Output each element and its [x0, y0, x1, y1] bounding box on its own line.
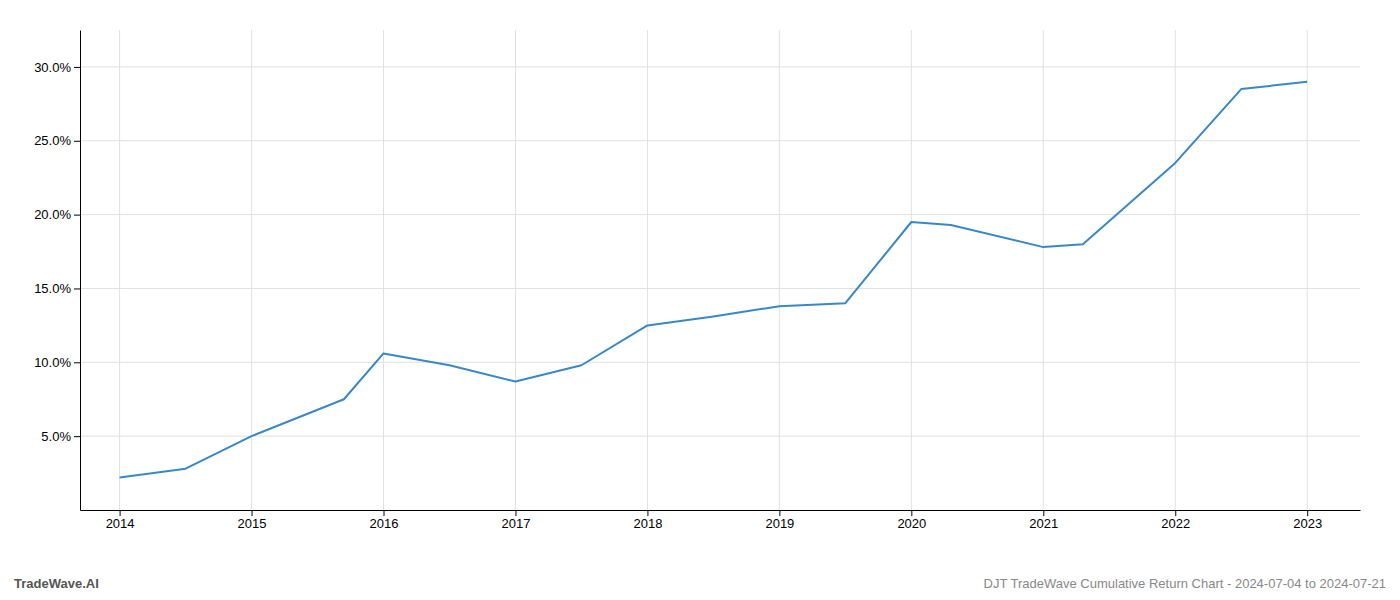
x-tick-label: 2022	[1161, 516, 1190, 531]
x-tick: 2017	[502, 510, 531, 531]
x-tick-label: 2021	[1029, 516, 1058, 531]
y-tick-mark	[74, 141, 80, 142]
y-tick: 10.0%	[34, 355, 80, 370]
x-tick-mark	[911, 510, 912, 516]
x-tick-mark	[120, 510, 121, 516]
y-tick-mark	[74, 288, 80, 289]
x-grid-line	[1175, 30, 1176, 510]
x-tick-mark	[1175, 510, 1176, 516]
x-tick: 2015	[238, 510, 267, 531]
y-tick: 20.0%	[34, 207, 80, 222]
y-tick: 15.0%	[34, 281, 80, 296]
y-tick: 5.0%	[41, 429, 80, 444]
x-grid-line	[1043, 30, 1044, 510]
y-grid-line	[80, 288, 1360, 289]
y-tick-mark	[74, 67, 80, 68]
x-tick-mark	[647, 510, 648, 516]
y-grid-line	[80, 66, 1360, 67]
x-axis: 2014 2015 2016 2017 2018 2019 2020 2021 2022 2023	[81, 510, 1361, 531]
y-tick-mark	[74, 362, 80, 363]
x-tick-mark	[384, 510, 385, 516]
x-tick: 2019	[765, 510, 794, 531]
x-axis-line	[81, 510, 1361, 511]
x-tick-mark	[515, 510, 516, 516]
data-line	[120, 82, 1308, 478]
x-tick: 2023	[1293, 510, 1322, 531]
x-tick-mark	[779, 510, 780, 516]
x-grid-line	[383, 30, 384, 510]
y-axis: 5.0% 10.0% 15.0% 20.0% 25.0% 30.0%	[34, 31, 80, 511]
footer-right: DJT TradeWave Cumulative Return Chart - …	[984, 576, 1386, 591]
x-tick-mark	[252, 510, 253, 516]
y-grid-line	[80, 214, 1360, 215]
y-tick-label: 30.0%	[34, 60, 71, 75]
x-tick: 2014	[106, 510, 135, 531]
x-grid-line	[647, 30, 648, 510]
chart: 2014 2015 2016 2017 2018 2019 2020 2021 2022 2023…	[0, 0, 1400, 600]
y-tick: 25.0%	[34, 133, 80, 148]
x-tick-label: 2017	[502, 516, 531, 531]
y-tick-label: 25.0%	[34, 133, 71, 148]
chart-container: 2014 2015 2016 2017 2018 2019 2020 2021 2022 2023…	[0, 0, 1400, 600]
x-tick: 2020	[897, 510, 926, 531]
x-grid-line	[515, 30, 516, 510]
x-grid-line	[911, 30, 912, 510]
plot-area	[120, 82, 1308, 478]
x-tick-mark	[1043, 510, 1044, 516]
x-tick-label: 2019	[765, 516, 794, 531]
y-tick: 30.0%	[34, 60, 80, 75]
y-tick-label: 20.0%	[34, 207, 71, 222]
x-tick-label: 2018	[633, 516, 662, 531]
x-grid-line	[251, 30, 252, 510]
y-grid-line	[80, 362, 1360, 363]
y-grid-line	[80, 436, 1360, 437]
x-tick: 2016	[370, 510, 399, 531]
grid	[80, 30, 1360, 510]
y-tick-label: 5.0%	[41, 429, 71, 444]
x-tick-label: 2023	[1293, 516, 1322, 531]
x-grid-line	[779, 30, 780, 510]
x-tick: 2018	[633, 510, 662, 531]
y-tick-mark	[74, 436, 80, 437]
x-tick: 2022	[1161, 510, 1190, 531]
y-tick-label: 10.0%	[34, 355, 71, 370]
y-axis-line	[80, 31, 81, 511]
x-grid-line	[119, 30, 120, 510]
x-tick-label: 2016	[370, 516, 399, 531]
x-tick: 2021	[1029, 510, 1058, 531]
y-grid-line	[80, 140, 1360, 141]
x-tick-label: 2015	[238, 516, 267, 531]
x-grid-line	[1307, 30, 1308, 510]
y-tick-label: 15.0%	[34, 281, 71, 296]
x-tick-mark	[1307, 510, 1308, 516]
x-tick-label: 2014	[106, 516, 135, 531]
x-tick-label: 2020	[897, 516, 926, 531]
y-tick-mark	[74, 215, 80, 216]
footer-left: TradeWave.AI	[14, 576, 99, 591]
